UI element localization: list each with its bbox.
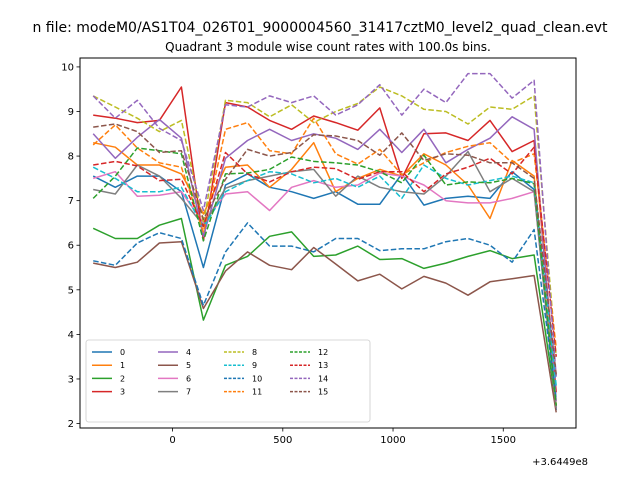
series-line-8	[92, 86, 557, 357]
series-line-11	[92, 117, 557, 348]
y-tick-label: 4	[68, 330, 74, 341]
y-tick-label: 3	[68, 374, 74, 385]
axes-frame	[79, 57, 577, 429]
legend-label-8: 8	[252, 348, 257, 357]
legend-label-4: 4	[186, 348, 191, 357]
legend-label-1: 1	[120, 361, 125, 370]
legend-label-14: 14	[318, 374, 328, 383]
legend-label-6: 6	[186, 374, 191, 383]
legend-label-15: 15	[318, 388, 328, 397]
legend-label-11: 11	[252, 388, 262, 397]
x-tick-label: 500	[273, 435, 292, 446]
series-line-15	[93, 123, 557, 375]
legend-frame	[85, 339, 371, 423]
series-line-5	[93, 240, 557, 413]
legend-label-7: 7	[186, 388, 191, 397]
series-line-0	[92, 170, 557, 411]
legend-label-12: 12	[318, 348, 328, 357]
legend-label-0: 0	[120, 348, 125, 357]
legend-label-3: 3	[120, 388, 125, 397]
series-line-13	[93, 146, 557, 357]
series-line-7	[93, 150, 557, 408]
figure-suptitle: n file: modeM0/AS1T04_026T01_9000004560_…	[32, 20, 608, 36]
x-tick-label: 1000	[380, 435, 405, 446]
y-tick-label: 2	[68, 419, 74, 430]
y-tick-label: 5	[68, 285, 74, 296]
legend-label-5: 5	[186, 361, 191, 370]
series-layer	[92, 72, 557, 413]
y-tick-label: 7	[68, 196, 74, 207]
series-line-14	[92, 72, 557, 377]
legend-label-10: 10	[252, 374, 262, 383]
series-line-3	[93, 86, 557, 393]
y-tick-label: 10	[61, 62, 74, 73]
legend-label-2: 2	[120, 374, 125, 383]
series-line-9	[92, 164, 557, 386]
y-tick-label: 8	[68, 152, 74, 163]
y-tick-label: 6	[68, 241, 74, 252]
series-line-10	[93, 222, 557, 400]
x-offset-label: +3.6449e8	[532, 457, 588, 468]
y-tick-label: 9	[68, 107, 74, 118]
series-line-12	[92, 147, 557, 406]
x-tick-label: 0	[169, 435, 175, 446]
plot-title: Quadrant 3 module wise count rates with …	[165, 40, 491, 54]
legend-label-13: 13	[318, 361, 328, 370]
x-tick-label: 1500	[491, 435, 516, 446]
legend-label-9: 9	[252, 361, 257, 370]
